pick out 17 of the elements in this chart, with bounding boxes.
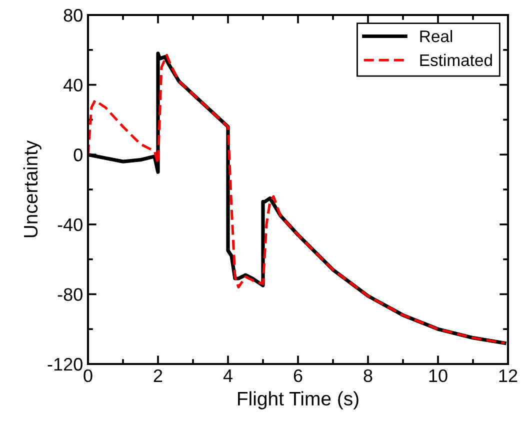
x-tick-label: 12 xyxy=(499,369,518,382)
y-tick-label: 0 xyxy=(74,148,82,162)
y-tick-label: 40 xyxy=(63,78,82,92)
x-tick-label: 4 xyxy=(223,370,232,382)
y-tick-label: -80 xyxy=(58,288,82,301)
y-tick-label: -120 xyxy=(48,358,82,371)
x-tick-label: 10 xyxy=(429,369,448,382)
x-tick-label: 6 xyxy=(294,369,302,382)
legend-label: Real xyxy=(420,30,452,42)
y-axis-title: Uncertainty xyxy=(23,140,42,238)
x-tick-label: 2 xyxy=(154,369,162,382)
x-axis-title: Flight Time (s) xyxy=(238,391,358,410)
y-tick-label: -40 xyxy=(58,218,82,232)
legend-label: Estimated xyxy=(420,54,492,66)
y-tick-label: 80 xyxy=(64,8,82,22)
x-tick-label: 0 xyxy=(84,369,92,382)
x-tick-label: 8 xyxy=(364,369,372,382)
